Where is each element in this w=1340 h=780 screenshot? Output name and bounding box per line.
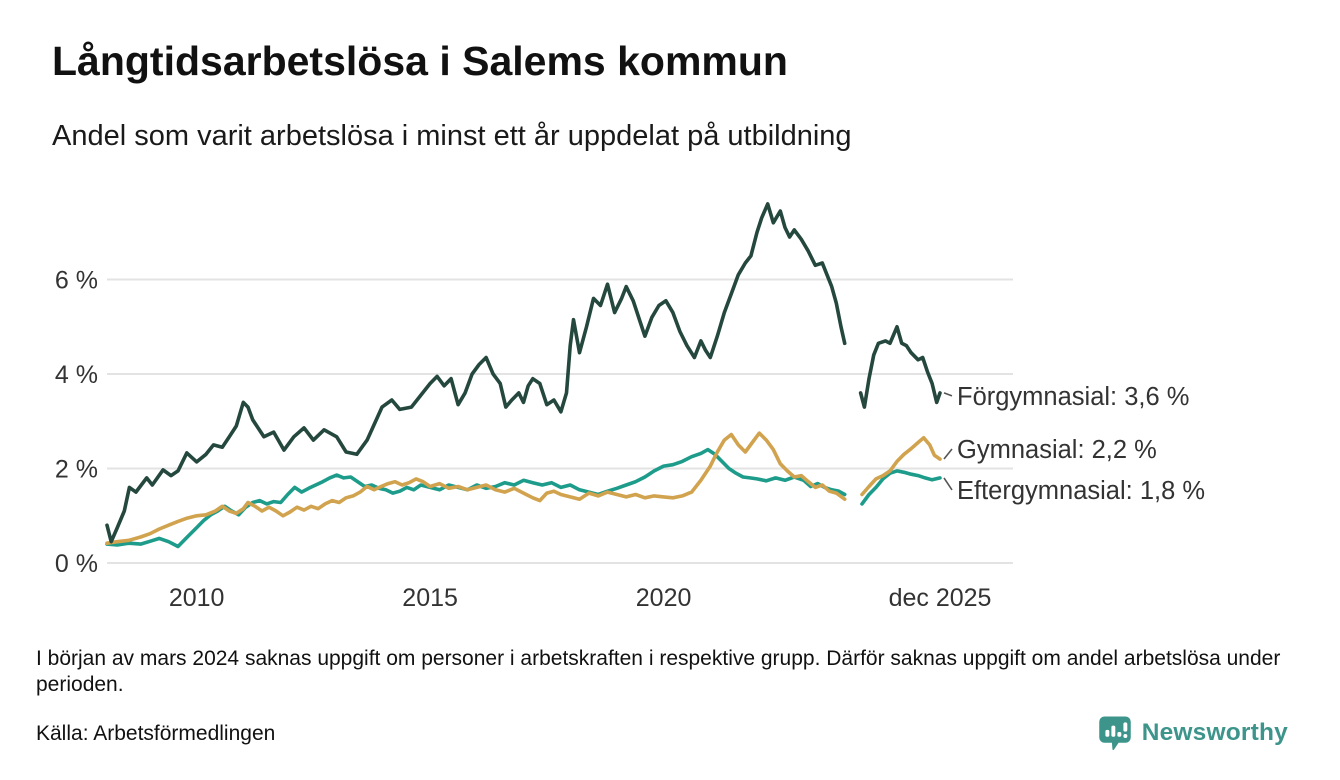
brand: Newsworthy: [1097, 714, 1288, 752]
brand-name: Newsworthy: [1141, 719, 1288, 746]
series-end-label-eftergymnasial: Eftergymnasial: 1,8 %: [957, 477, 1205, 505]
x-axis-tick-label: 2020: [636, 584, 692, 612]
page-title: Långtidsarbetslösa i Salems kommun: [52, 38, 788, 84]
series-line-eftergymnasial: [105, 447, 942, 549]
source-row: Källa: Arbetsförmedlingen Newsworthy: [0, 714, 1340, 760]
leader-line: [943, 392, 953, 397]
series-end-label-förgymnasial: Förgymnasial: 3,6 %: [957, 383, 1189, 411]
x-axis-tick-label: 2015: [402, 584, 458, 612]
x-axis-tick-label: 2010: [169, 584, 225, 612]
y-axis-tick-label: 0 %: [55, 550, 98, 578]
leader-line: [943, 477, 953, 491]
series-line-förgymnasial: [105, 202, 942, 544]
footnote: I början av mars 2024 saknas uppgift om …: [36, 647, 1281, 697]
y-axis-tick-label: 2 %: [55, 456, 98, 484]
series-line-gymnasial: [105, 431, 942, 545]
series-end-label-gymnasial: Gymnasial: 2,2 %: [957, 436, 1157, 464]
x-axis-tick-label: dec 2025: [889, 584, 992, 612]
source-text: Källa: Arbetsförmedlingen: [36, 722, 276, 745]
y-axis-tick-label: 4 %: [55, 361, 98, 389]
newsworthy-logo-icon: [1098, 716, 1131, 751]
chart-subtitle: Andel som varit arbetslösa i minst ett å…: [52, 120, 852, 152]
y-axis-tick-label: 6 %: [55, 267, 98, 295]
leader-line: [943, 448, 953, 460]
